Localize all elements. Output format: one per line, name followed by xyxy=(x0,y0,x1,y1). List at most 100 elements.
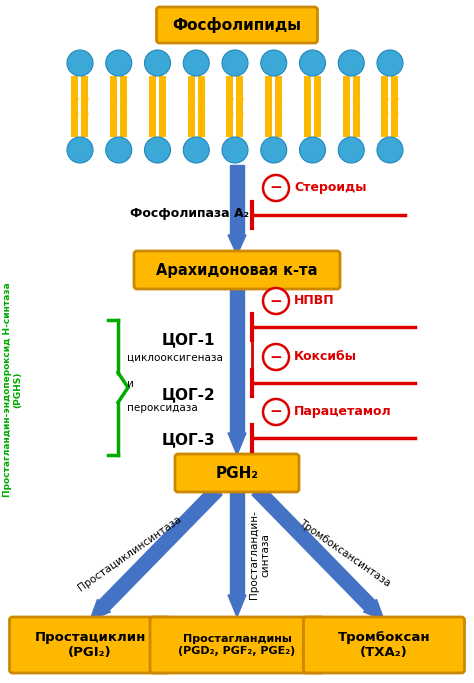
Circle shape xyxy=(183,137,209,163)
Text: Коксибы: Коксибы xyxy=(294,350,357,363)
Polygon shape xyxy=(228,595,246,617)
Circle shape xyxy=(263,288,289,314)
Circle shape xyxy=(110,96,117,102)
Bar xyxy=(149,99,156,137)
Bar xyxy=(275,99,282,137)
Circle shape xyxy=(110,111,117,117)
Circle shape xyxy=(392,96,399,102)
Bar xyxy=(343,99,350,137)
Bar xyxy=(314,99,321,137)
Bar xyxy=(265,99,272,137)
Bar xyxy=(382,99,389,137)
Circle shape xyxy=(145,137,171,163)
Circle shape xyxy=(72,96,79,102)
Circle shape xyxy=(377,50,403,76)
Circle shape xyxy=(222,50,248,76)
Circle shape xyxy=(82,111,89,117)
Text: Фосфолипиды: Фосфолипиды xyxy=(173,17,301,33)
Bar xyxy=(82,99,89,137)
Bar xyxy=(72,76,79,114)
Circle shape xyxy=(343,111,350,117)
Circle shape xyxy=(237,111,244,117)
FancyBboxPatch shape xyxy=(150,617,324,673)
Text: Тромбоксан
(TXA₂): Тромбоксан (TXA₂) xyxy=(337,631,430,659)
Polygon shape xyxy=(364,600,384,620)
Circle shape xyxy=(82,96,89,102)
Text: циклооксигеназа: циклооксигеназа xyxy=(127,353,223,363)
Bar xyxy=(72,99,79,137)
Circle shape xyxy=(338,137,364,163)
Bar xyxy=(304,76,311,114)
Circle shape xyxy=(392,111,399,117)
Polygon shape xyxy=(99,485,222,611)
Bar xyxy=(110,99,117,137)
Text: пероксидаза: пероксидаза xyxy=(127,403,198,413)
Text: Фосфолипаза А₂: Фосфолипаза А₂ xyxy=(130,206,249,219)
Bar xyxy=(188,76,195,114)
FancyBboxPatch shape xyxy=(156,7,318,43)
Polygon shape xyxy=(230,490,244,595)
Circle shape xyxy=(304,96,311,102)
Text: Простациклинсинтаза: Простациклинсинтаза xyxy=(76,514,183,593)
Text: и: и xyxy=(127,379,134,389)
Bar xyxy=(149,76,156,114)
Polygon shape xyxy=(230,165,244,235)
Circle shape xyxy=(300,50,326,76)
Circle shape xyxy=(198,96,205,102)
Bar xyxy=(159,76,166,114)
Circle shape xyxy=(377,137,403,163)
Circle shape xyxy=(261,50,287,76)
Bar xyxy=(314,76,321,114)
Text: Парацетамол: Парацетамол xyxy=(294,406,392,419)
Circle shape xyxy=(275,111,282,117)
Circle shape xyxy=(382,111,389,117)
Circle shape xyxy=(227,96,234,102)
Circle shape xyxy=(120,111,127,117)
FancyBboxPatch shape xyxy=(175,454,299,492)
Bar xyxy=(343,76,350,114)
Text: ЦОГ-1: ЦОГ-1 xyxy=(162,333,215,348)
Circle shape xyxy=(188,111,195,117)
Circle shape xyxy=(343,96,350,102)
Circle shape xyxy=(106,50,132,76)
Bar xyxy=(304,99,311,137)
Text: −: − xyxy=(270,294,283,309)
FancyBboxPatch shape xyxy=(303,617,465,673)
Bar xyxy=(392,99,399,137)
Bar xyxy=(265,76,272,114)
Circle shape xyxy=(353,96,360,102)
Text: Простациклин
(PGI₂): Простациклин (PGI₂) xyxy=(34,631,146,659)
Circle shape xyxy=(300,137,326,163)
Text: ЦОГ-3: ЦОГ-3 xyxy=(161,432,215,447)
Bar xyxy=(227,76,234,114)
Bar xyxy=(382,76,389,114)
Bar xyxy=(227,99,234,137)
Circle shape xyxy=(159,96,166,102)
Polygon shape xyxy=(252,485,375,611)
Circle shape xyxy=(149,111,156,117)
Circle shape xyxy=(261,137,287,163)
Text: ЦОГ-2: ЦОГ-2 xyxy=(161,387,215,402)
Text: Арахидоновая к-та: Арахидоновая к-та xyxy=(156,262,318,277)
Polygon shape xyxy=(228,433,246,455)
Circle shape xyxy=(314,111,321,117)
Circle shape xyxy=(145,50,171,76)
Circle shape xyxy=(72,111,79,117)
Circle shape xyxy=(304,111,311,117)
Circle shape xyxy=(275,96,282,102)
Text: PGH₂: PGH₂ xyxy=(216,466,258,481)
Text: −: − xyxy=(270,350,283,365)
Text: −: − xyxy=(270,404,283,419)
Bar xyxy=(198,76,205,114)
Text: Простагландины
(PGD₂, PGF₂, PGE₂): Простагландины (PGD₂, PGF₂, PGE₂) xyxy=(178,635,296,656)
Circle shape xyxy=(265,96,272,102)
Circle shape xyxy=(188,96,195,102)
Circle shape xyxy=(237,96,244,102)
Bar xyxy=(353,76,360,114)
Circle shape xyxy=(67,50,93,76)
Circle shape xyxy=(265,111,272,117)
Circle shape xyxy=(149,96,156,102)
Polygon shape xyxy=(90,600,110,620)
Circle shape xyxy=(222,137,248,163)
Polygon shape xyxy=(228,235,246,255)
